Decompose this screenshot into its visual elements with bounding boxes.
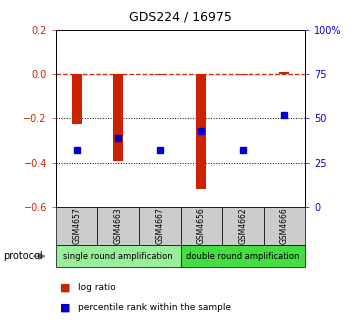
Text: log ratio: log ratio [78,283,116,292]
Bar [113,74,123,161]
Text: GSM4666: GSM4666 [280,208,289,244]
Bar [97,207,139,245]
Bar [56,207,97,245]
Text: GSM4656: GSM4656 [197,208,206,244]
Bar [222,207,264,245]
Bar [279,72,290,74]
Bar [71,74,82,124]
Bar [139,207,180,245]
Bar [180,245,305,267]
Text: GDS224 / 16975: GDS224 / 16975 [129,10,232,23]
Bar [238,74,248,76]
Text: ■: ■ [60,302,70,312]
Text: GSM4657: GSM4657 [72,208,81,244]
Text: ■: ■ [60,282,70,292]
Bar [155,74,165,76]
Bar [264,207,305,245]
Bar [196,74,206,189]
Text: percentile rank within the sample: percentile rank within the sample [78,303,231,312]
Text: single round amplification: single round amplification [64,252,173,261]
Bar [56,245,180,267]
Text: GSM4667: GSM4667 [155,208,164,244]
Bar [180,207,222,245]
Text: GSM4662: GSM4662 [238,208,247,244]
Text: GSM4663: GSM4663 [114,208,123,244]
Text: double round amplification: double round amplification [186,252,300,261]
Text: protocol: protocol [4,251,43,261]
